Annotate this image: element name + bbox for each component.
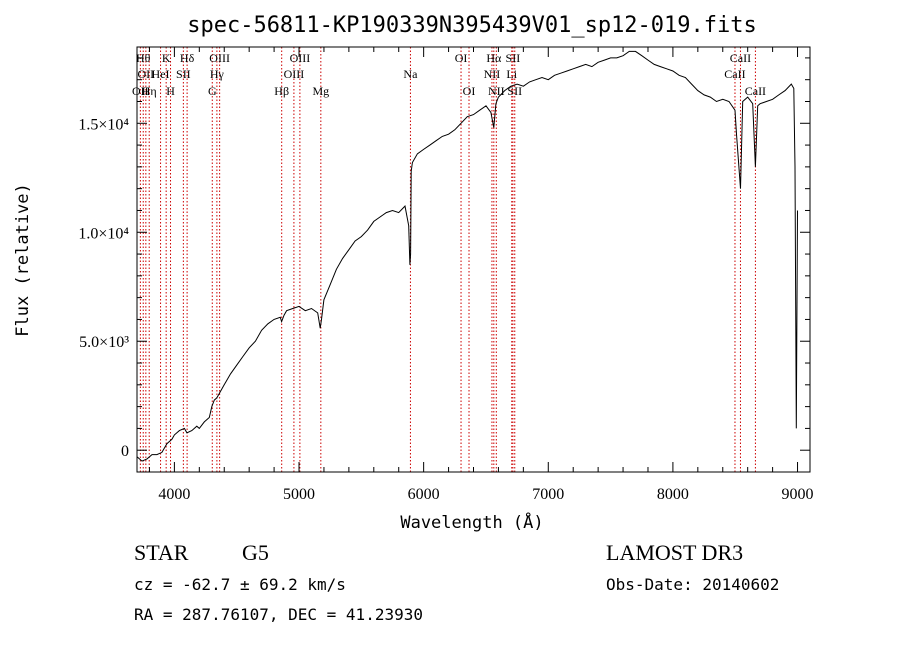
line-label-14: OIII: [290, 51, 311, 65]
x-tick-label-4: 8000: [657, 486, 689, 503]
x-tick-label-1: 5000: [283, 486, 315, 503]
chart-title: spec-56811-KP190339N395439V01_sp12-019.f…: [187, 13, 757, 38]
y-tick-label-0: 0: [121, 443, 129, 460]
line-label-11: OIII: [209, 51, 230, 65]
spectral-line-labels: OIIHθOIIHηHeIKHSIIHδGHγOIIIHβOIIIOIIIMgN…: [132, 51, 766, 98]
line-label-24: SII: [507, 84, 522, 98]
redshift-velocity: cz = -62.7 ± 69.2 km/s: [134, 575, 346, 594]
observation-date: Obs-Date: 20140602: [606, 575, 779, 594]
y-axis-label: Flux (relative): [13, 183, 33, 337]
x-axis-ticks: 4000 5000 6000 7000 8000 9000: [148, 47, 814, 503]
survey-name: LAMOST DR3: [606, 540, 743, 565]
line-label-9: G: [208, 84, 217, 98]
line-label-5: K: [162, 51, 171, 65]
line-label-12: Hβ: [274, 84, 289, 98]
line-label-7: SII: [176, 67, 191, 81]
plot-frame: [136, 46, 811, 473]
line-label-19: NII: [484, 67, 501, 81]
line-label-4: HeI: [152, 67, 170, 81]
spectral-line-markers: [139, 47, 756, 472]
line-label-18: OI: [463, 84, 476, 98]
x-tick-label-5: 9000: [782, 486, 814, 503]
line-label-13: OIII: [284, 67, 305, 81]
x-tick-label-2: 6000: [408, 486, 440, 503]
y-tick-label-1: 5.0×10³: [79, 334, 129, 351]
line-label-26: CaII: [730, 51, 751, 65]
line-label-3: Hη: [142, 84, 157, 98]
line-label-2: OII: [138, 67, 155, 81]
x-axis-label: Wavelength (Å): [400, 511, 543, 533]
line-label-8: Hδ: [180, 51, 195, 65]
line-label-6: H: [166, 84, 175, 98]
line-label-27: CaII: [745, 84, 766, 98]
line-label-21: NII: [488, 84, 505, 98]
line-label-20: Hα: [486, 51, 502, 65]
y-tick-label-2: 1.0×10⁴: [78, 225, 129, 242]
object-subclass: G5: [242, 540, 269, 565]
line-label-16: Na: [403, 67, 418, 81]
y-tick-label-3: 1.5×10⁴: [78, 116, 129, 133]
line-label-23: SII: [506, 51, 521, 65]
line-label-22: Li: [506, 67, 517, 81]
line-label-0: OII: [132, 84, 149, 98]
line-label-25: CaII: [724, 67, 745, 81]
x-tick-label-0: 4000: [158, 486, 190, 503]
sky-coordinates: RA = 287.76107, DEC = 41.23930: [134, 605, 423, 624]
line-label-15: Mg: [312, 84, 329, 98]
y-axis-ticks: 0 5.0×10³ 1.0×10⁴ 1.5×10⁴: [78, 57, 810, 473]
line-label-17: OI: [455, 51, 468, 65]
line-label-1: Hθ: [136, 51, 151, 65]
spectrum-series-line: [136, 50, 798, 462]
line-label-10: Hγ: [210, 67, 225, 81]
x-tick-label-3: 7000: [532, 486, 564, 503]
object-class: STAR: [134, 540, 189, 565]
